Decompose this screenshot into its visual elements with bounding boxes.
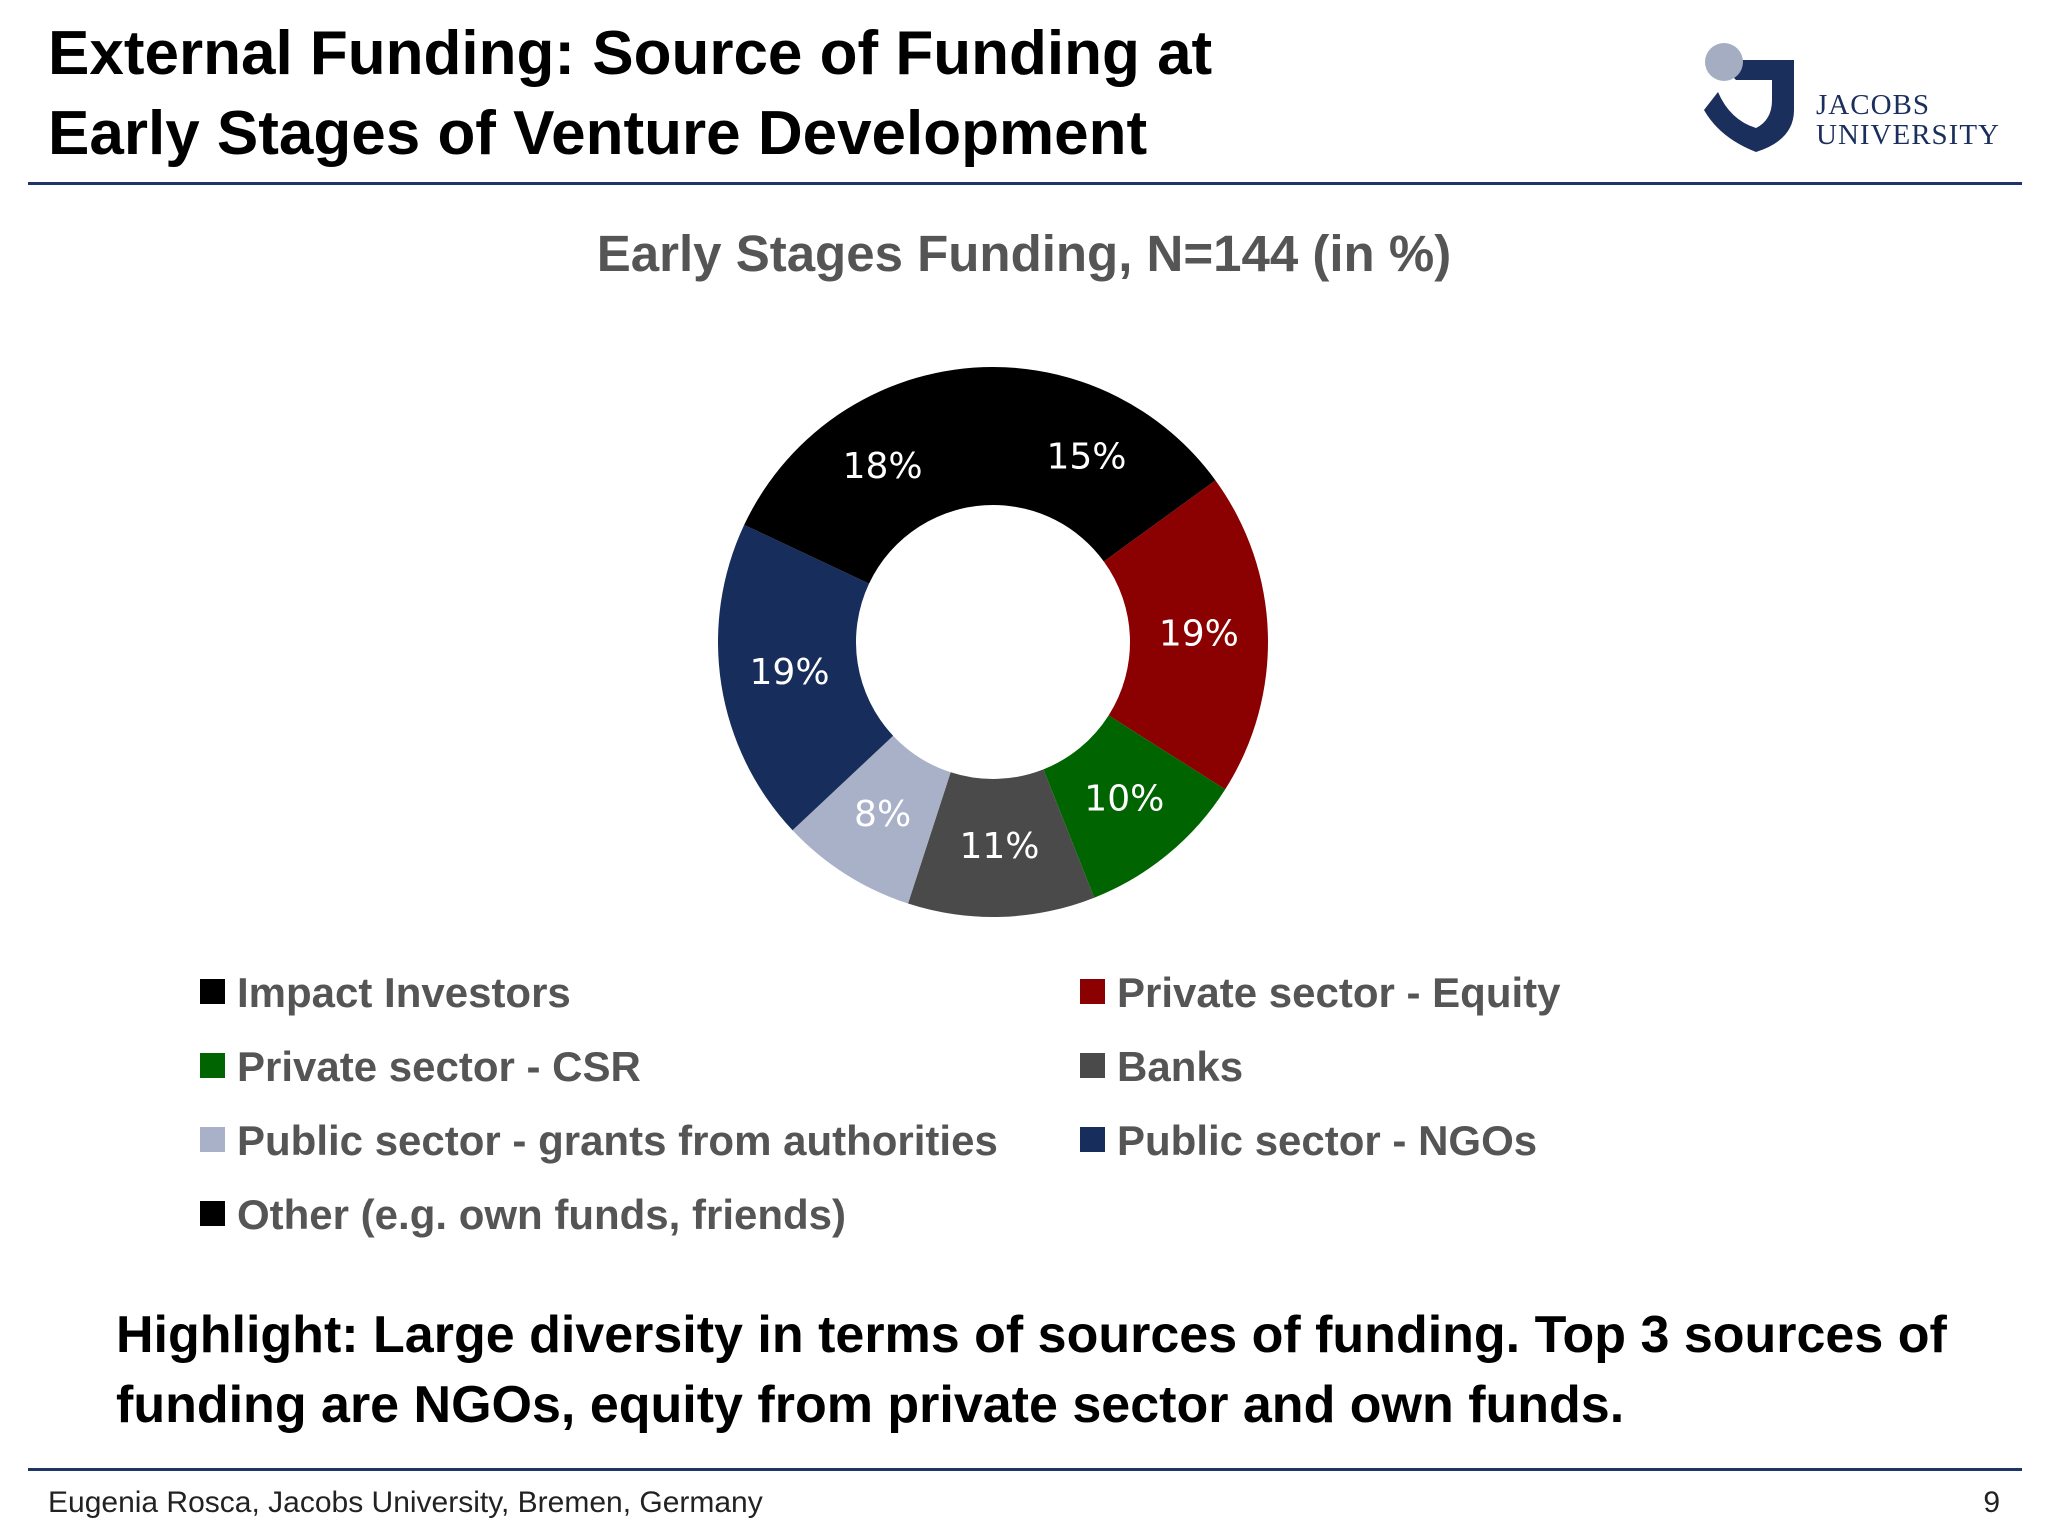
data-label-other-e-g-own-funds-friends: 18% — [843, 446, 923, 487]
legend-label-other-e-g-own-funds-friends: Other (e.g. own funds, friends) — [237, 1191, 846, 1238]
slide-title-line-2: Early Stages of Venture Development — [48, 99, 1148, 168]
donut-slice-impact-investors — [993, 367, 1216, 562]
legend-label-banks: Banks — [1117, 1043, 1244, 1090]
donut-slice-banks — [908, 769, 1095, 917]
donut-slice-public-sector-grants-from-authorities — [792, 735, 951, 904]
header-divider — [28, 182, 2022, 185]
data-label-private-sector-csr: 10% — [1084, 779, 1164, 820]
highlight-text: Highlight: Large diversity in terms of s… — [116, 1306, 1947, 1434]
footer-divider — [28, 1468, 2022, 1471]
legend-label-public-sector-grants-from-authorities: Public sector - grants from authorities — [237, 1117, 998, 1164]
logo-wordmark: JACOBS UNIVERSITY — [1816, 90, 2000, 150]
legend-label-private-sector-equity: Private sector - Equity — [1117, 969, 1561, 1016]
legend-item-public-sector-ngos: Public sector - NGOs — [1080, 1116, 1537, 1166]
jacobs-university-logo: JACOBS UNIVERSITY — [1690, 40, 2020, 160]
legend-swatch-other-e-g-own-funds-friends — [200, 1201, 225, 1226]
footer-author: Eugenia Rosca, Jacobs University, Bremen… — [48, 1486, 763, 1519]
legend-label-public-sector-ngos: Public sector - NGOs — [1117, 1117, 1538, 1164]
donut-slice-other-e-g-own-funds-friends — [744, 367, 993, 584]
slide-title-line-1: External Funding: Source of Funding at — [48, 19, 1213, 88]
data-label-public-sector-grants-from-authorities: 8% — [854, 794, 911, 835]
legend-swatch-private-sector-equity — [1080, 979, 1105, 1004]
legend-item-private-sector-equity: Private sector - Equity — [1080, 968, 1560, 1018]
data-label-private-sector-equity: 19% — [1159, 614, 1239, 655]
chart-title: Early Stages Funding, N=144 (in %) — [596, 225, 1452, 282]
data-label-banks: 11% — [959, 826, 1039, 867]
legend-swatch-public-sector-grants-from-authorities — [200, 1127, 225, 1152]
legend-item-public-sector-grants-from-authorities: Public sector - grants from authorities — [200, 1116, 998, 1166]
legend-item-other-e-g-own-funds-friends: Other (e.g. own funds, friends) — [200, 1190, 846, 1240]
legend-swatch-impact-investors — [200, 979, 225, 1004]
donut-chart: Early Stages Funding, N=144 (in %) 15% 19… — [0, 200, 2048, 1280]
legend-swatch-public-sector-ngos — [1080, 1127, 1105, 1152]
legend-label-private-sector-csr: Private sector - CSR — [237, 1043, 641, 1090]
legend-item-private-sector-csr: Private sector - CSR — [200, 1042, 641, 1092]
legend-label-impact-investors: Impact Investors — [237, 969, 571, 1016]
donut-chart-plot: 15% 19% 10% 11% 8% 19% 18% — [718, 367, 1268, 917]
logo-line-1: JACOBS — [1816, 89, 1930, 121]
jacobs-university-logo-icon — [1704, 43, 1794, 152]
page-number: 9 — [1983, 1486, 2000, 1519]
legend-swatch-banks — [1080, 1053, 1105, 1078]
data-label-impact-investors: 15% — [1047, 436, 1127, 477]
slide-title: External Funding: Source of Funding at E… — [48, 14, 1648, 174]
donut-slice-private-sector-equity — [1103, 480, 1268, 790]
data-label-public-sector-ngos: 19% — [750, 652, 830, 693]
donut-slice-private-sector-csr — [1043, 715, 1226, 898]
donut-slice-public-sector-ngos — [718, 524, 894, 831]
legend-item-impact-investors: Impact Investors — [200, 968, 571, 1018]
legend-swatch-private-sector-csr — [200, 1053, 225, 1078]
logo-line-2: UNIVERSITY — [1816, 119, 2000, 151]
legend-item-banks: Banks — [1080, 1042, 1243, 1092]
